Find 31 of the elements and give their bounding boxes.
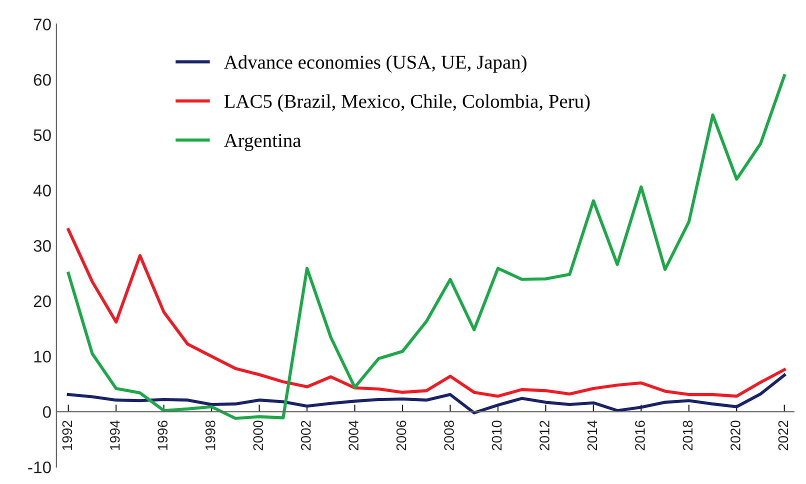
- y-tick-label: 40: [33, 184, 51, 196]
- y-tick-label: -10: [28, 461, 51, 474]
- x-tick-label: 2014: [587, 420, 598, 450]
- y-tick-label: 0: [42, 406, 51, 418]
- y-tick-label: 10: [34, 350, 51, 363]
- y-tick-label: 20: [34, 295, 51, 308]
- legend-label: Advance economies (USA, UE, Japan): [224, 55, 526, 73]
- x-tick-label: 2016: [635, 420, 645, 450]
- x-tick-label: 2012: [540, 420, 550, 450]
- x-tick-label: 2018: [682, 420, 693, 450]
- x-tick-label: 1992: [62, 420, 72, 450]
- x-tick-label: 2020: [730, 420, 740, 450]
- legend-label: LAC5 (Brazil, Mexico, Chile, Colombia, Peru): [224, 94, 590, 112]
- x-tick-label: 1996: [158, 420, 168, 450]
- legend-label: Argentina: [224, 134, 301, 152]
- x-tick-label: 2008: [444, 420, 454, 450]
- line-series: [66, 74, 786, 420]
- x-tick-label: 2000: [253, 420, 264, 450]
- y-tick-label: 30: [34, 240, 51, 252]
- x-tick-label: 1994: [110, 420, 120, 450]
- x-tick-label: 1998: [205, 420, 216, 450]
- x-tick-label: 2022: [778, 420, 788, 450]
- x-tick-label: 2002: [300, 420, 311, 450]
- x-tick-label: 2010: [492, 420, 502, 450]
- x-tick-label: 2006: [396, 420, 406, 450]
- y-tick-label: 70: [34, 18, 51, 30]
- line-series: [66, 228, 786, 398]
- x-tick-label: 2004: [348, 420, 358, 450]
- y-tick-label: 60: [34, 74, 51, 86]
- y-tick-label: 50: [34, 129, 51, 142]
- line-series: [66, 374, 786, 414]
